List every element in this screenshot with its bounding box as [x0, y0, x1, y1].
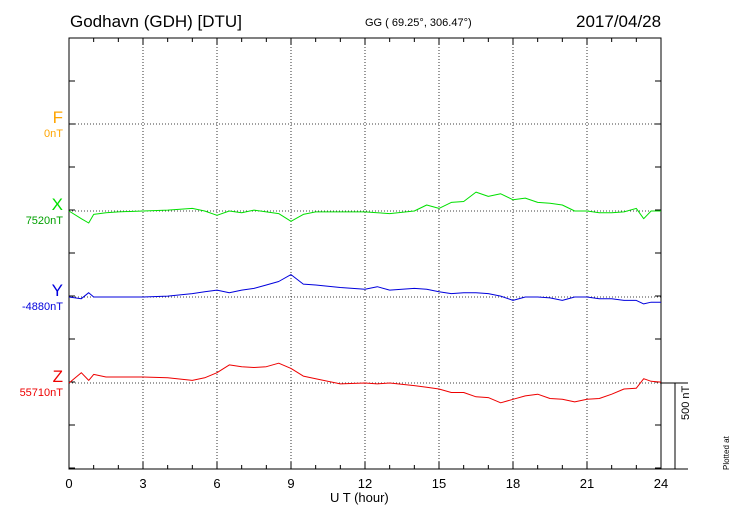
station-title: Godhavn (GDH) [DTU]	[70, 12, 242, 31]
series-line-y	[68, 274, 661, 305]
series-label-z: Z 55710nT	[20, 367, 63, 399]
series-name-y: Y	[51, 281, 63, 300]
series-label-x: X 7520nT	[26, 195, 63, 227]
x-tick-label: 3	[139, 476, 146, 491]
series-name-f: F	[52, 108, 63, 127]
x-tick-label: 0	[65, 476, 72, 491]
series-name-z: Z	[52, 367, 63, 386]
x-tick-label: 15	[432, 476, 446, 491]
plotted-timestamp: Plotted at 2017/05/29 01:35 UT	[722, 436, 730, 470]
plot-frame	[68, 37, 662, 470]
x-tick-label: 6	[213, 476, 220, 491]
series-lines	[68, 191, 662, 404]
grid	[69, 38, 661, 469]
x-tick-label: 18	[506, 476, 520, 491]
series-label-f: F 0nT	[44, 108, 63, 140]
series-name-x: X	[51, 195, 63, 214]
series-offset-x: 7520nT	[25, 215, 63, 227]
x-tick-label: 9	[287, 476, 294, 491]
series-offset-z: 55710nT	[19, 387, 63, 399]
series-offset-y: -4880nT	[22, 301, 63, 313]
scale-bar	[661, 382, 688, 470]
axis-ticks: 0 3 6 9 12 15 18 21 24	[65, 37, 668, 491]
plot-date: 2017/04/28	[576, 12, 662, 31]
series-offset-f: 0nT	[44, 128, 63, 140]
x-tick-label: 21	[580, 476, 594, 491]
station-coordinates: GG ( 69.25°, 306.47°)	[365, 17, 472, 29]
series-label-y: Y -4880nT	[22, 281, 63, 313]
x-axis-label: U T (hour)	[330, 490, 389, 505]
scale-bar-label: 500 nT	[680, 385, 692, 420]
x-tick-label: 24	[654, 476, 668, 491]
x-tick-label: 12	[358, 476, 372, 491]
series-line-x	[68, 191, 661, 224]
series-line-z	[68, 362, 662, 404]
